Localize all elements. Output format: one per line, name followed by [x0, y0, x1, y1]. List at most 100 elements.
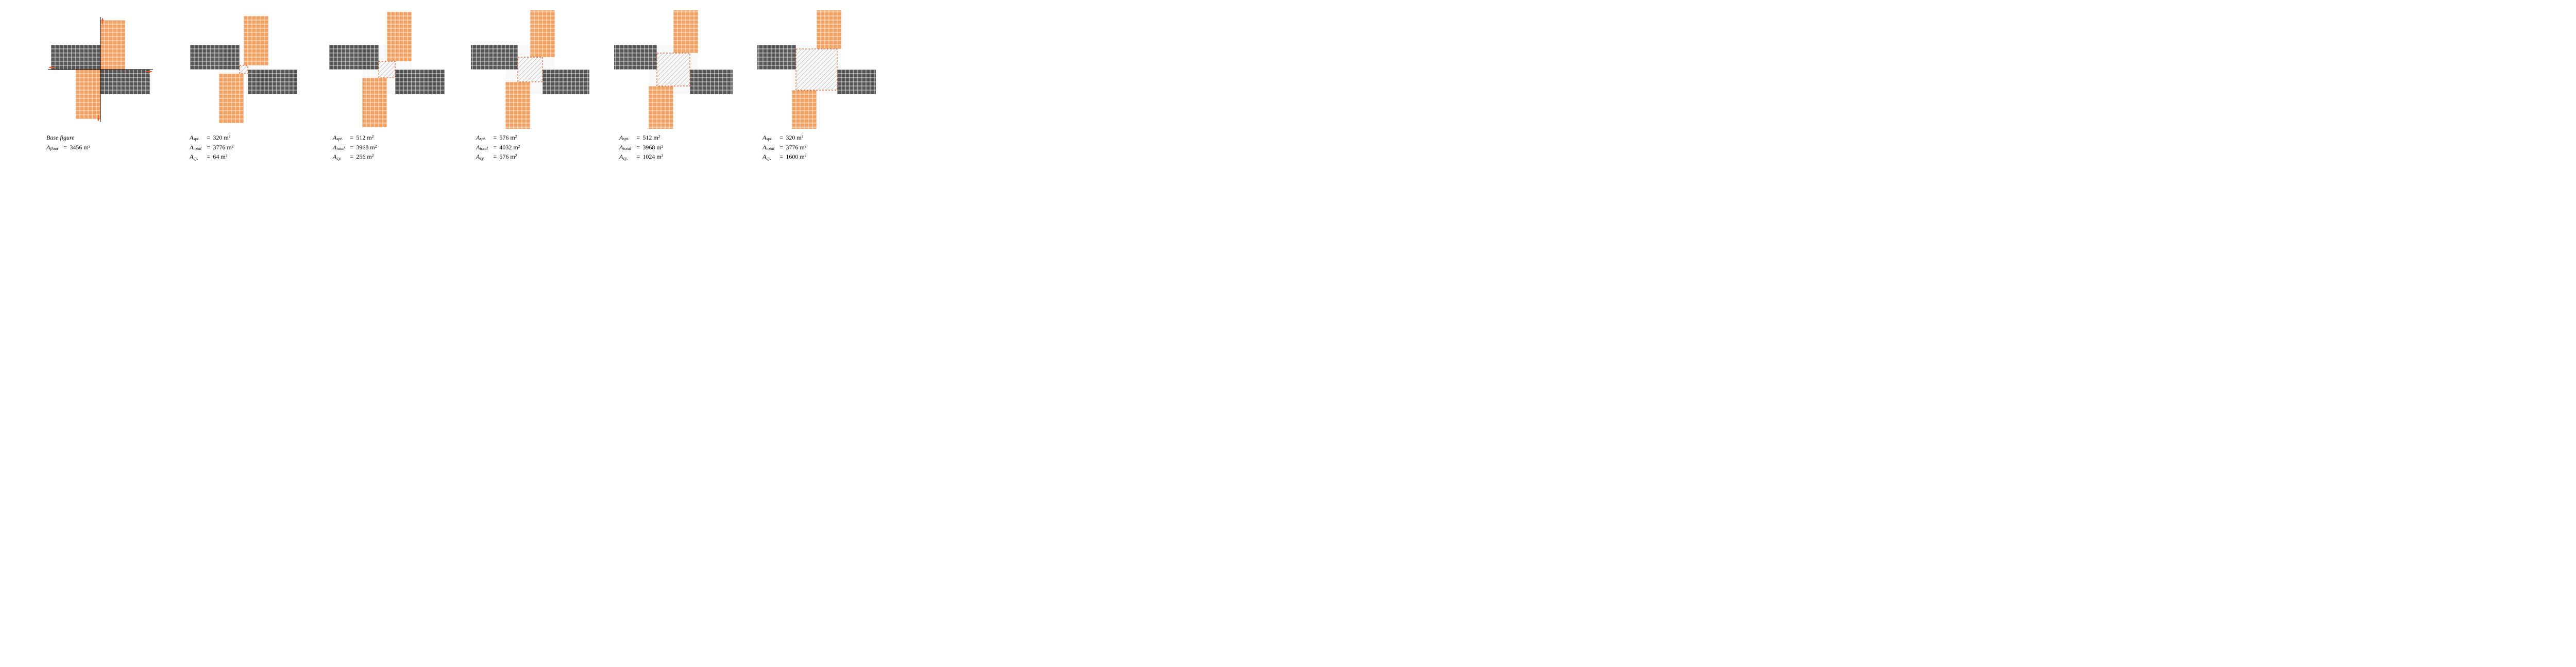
panel-labels: Aspt.=512 m²Atotal=3968 m²Acy.=1024 m² — [619, 129, 663, 162]
equals-sign: = — [350, 152, 356, 162]
panel-row: Base figureAfloor=3456 m²Aspt.=320 m²Ato… — [0, 0, 2576, 172]
metric-row: Aspt.=512 m² — [333, 133, 377, 143]
metric-value: 4032 m² — [499, 143, 520, 152]
metric-row: Aspt.=512 m² — [619, 133, 663, 143]
panel-labels: Aspt.=320 m²Atotal=3776 m²Acy.=64 m² — [190, 129, 233, 162]
metric-symbol: A — [190, 143, 193, 152]
metric-row: Acy.=64 m² — [190, 152, 233, 162]
metric-row: Atotal=3776 m² — [190, 143, 233, 152]
metric-subscript: cy. — [193, 155, 207, 162]
metric-symbol: A — [762, 133, 766, 143]
metric-subscript: total — [193, 145, 207, 152]
panel-p0: Base figureAfloor=3456 m² — [41, 10, 160, 152]
metric-symbol: A — [619, 143, 623, 152]
metric-symbol: A — [46, 143, 50, 152]
metric-value: 3968 m² — [642, 143, 663, 152]
metric-symbol: A — [619, 152, 623, 162]
equals-sign: = — [207, 143, 213, 152]
metric-row: Atotal=3968 m² — [619, 143, 663, 152]
panel-figure — [184, 10, 303, 129]
courtyard — [240, 65, 248, 74]
metric-row: Acy.=576 m² — [476, 152, 520, 162]
metric-subscript: total — [336, 145, 350, 152]
metric-row: Atotal=3776 m² — [762, 143, 806, 152]
metric-value: 3968 m² — [356, 143, 377, 152]
panel-p5: Aspt.=320 m²Atotal=3776 m²Acy.=1600 m² — [757, 10, 876, 162]
metric-value: 512 m² — [356, 133, 374, 143]
metric-row: Atotal=4032 m² — [476, 143, 520, 152]
metric-symbol: A — [190, 133, 193, 143]
panel-p1: Aspt.=320 m²Atotal=3776 m²Acy.=64 m² — [184, 10, 303, 162]
metric-subscript: cy. — [623, 155, 636, 162]
panel-figure — [757, 10, 876, 129]
equals-sign: = — [207, 133, 213, 143]
metric-subscript: total — [623, 145, 636, 152]
metric-row: Acy.=1600 m² — [762, 152, 806, 162]
metric-subscript: cy. — [766, 155, 779, 162]
metric-symbol: A — [333, 143, 336, 152]
metric-subscript: spt. — [480, 135, 493, 142]
metric-subscript: total — [766, 145, 779, 152]
metric-value: 320 m² — [213, 133, 230, 143]
panel-p4: Aspt.=512 m²Atotal=3968 m²Acy.=1024 m² — [614, 10, 733, 162]
metric-row: Atotal=3968 m² — [333, 143, 377, 152]
equals-sign: = — [350, 133, 356, 143]
panel-figure — [471, 10, 589, 129]
equals-sign: = — [636, 143, 642, 152]
metric-value: 1024 m² — [642, 152, 663, 162]
equals-sign: = — [636, 133, 642, 143]
metric-value: 576 m² — [499, 133, 517, 143]
metric-subscript: cy. — [336, 155, 350, 162]
equals-sign: = — [493, 143, 499, 152]
base-title: Base figure — [46, 133, 90, 143]
courtyard — [657, 53, 690, 86]
metric-row: Aspt.=320 m² — [190, 133, 233, 143]
panel-figure — [41, 10, 160, 129]
metric-subscript: cy. — [480, 155, 493, 162]
metric-value: 64 m² — [213, 152, 227, 162]
metric-subscript: spt. — [193, 135, 207, 142]
metric-row: Afloor=3456 m² — [46, 143, 90, 152]
metric-row: Acy.=256 m² — [333, 152, 377, 162]
metric-symbol: A — [476, 133, 480, 143]
panel-p3: Aspt.=576 m²Atotal=4032 m²Acy.=576 m² — [471, 10, 589, 162]
equals-sign: = — [779, 133, 786, 143]
panel-p2: Aspt.=512 m²Atotal=3968 m²Acy.=256 m² — [328, 10, 446, 162]
equals-sign: = — [636, 152, 642, 162]
metric-row: Aspt.=576 m² — [476, 133, 520, 143]
metric-symbol: A — [619, 133, 623, 143]
metric-symbol: A — [762, 152, 766, 162]
metric-value: 3776 m² — [213, 143, 233, 152]
equals-sign: = — [493, 133, 499, 143]
metric-value: 320 m² — [786, 133, 803, 143]
courtyard — [518, 57, 543, 82]
metric-symbol: A — [333, 152, 336, 162]
equals-sign: = — [63, 143, 70, 152]
panel-figure — [328, 10, 446, 129]
equals-sign: = — [493, 152, 499, 162]
metric-value: 512 m² — [642, 133, 660, 143]
panel-labels: Aspt.=576 m²Atotal=4032 m²Acy.=576 m² — [476, 129, 520, 162]
courtyard — [796, 49, 837, 90]
equals-sign: = — [350, 143, 356, 152]
courtyard — [379, 61, 395, 78]
metric-value: 256 m² — [356, 152, 374, 162]
panel-labels: Aspt.=320 m²Atotal=3776 m²Acy.=1600 m² — [762, 129, 806, 162]
equals-sign: = — [207, 152, 213, 162]
panel-labels: Base figureAfloor=3456 m² — [46, 129, 90, 152]
metric-value: 576 m² — [499, 152, 517, 162]
metric-subscript: spt. — [623, 135, 636, 142]
metric-row: Acy.=1024 m² — [619, 152, 663, 162]
equals-sign: = — [779, 143, 786, 152]
metric-subscript: spt. — [336, 135, 350, 142]
metric-symbol: A — [476, 143, 480, 152]
metric-value: 3456 m² — [70, 143, 90, 152]
metric-subscript: floor — [50, 145, 63, 152]
panel-figure — [614, 10, 733, 129]
metric-subscript: spt. — [766, 135, 779, 142]
metric-subscript: total — [480, 145, 493, 152]
panel-labels: Aspt.=512 m²Atotal=3968 m²Acy.=256 m² — [333, 129, 377, 162]
metric-symbol: A — [190, 152, 193, 162]
metric-symbol: A — [476, 152, 480, 162]
metric-row: Aspt.=320 m² — [762, 133, 806, 143]
